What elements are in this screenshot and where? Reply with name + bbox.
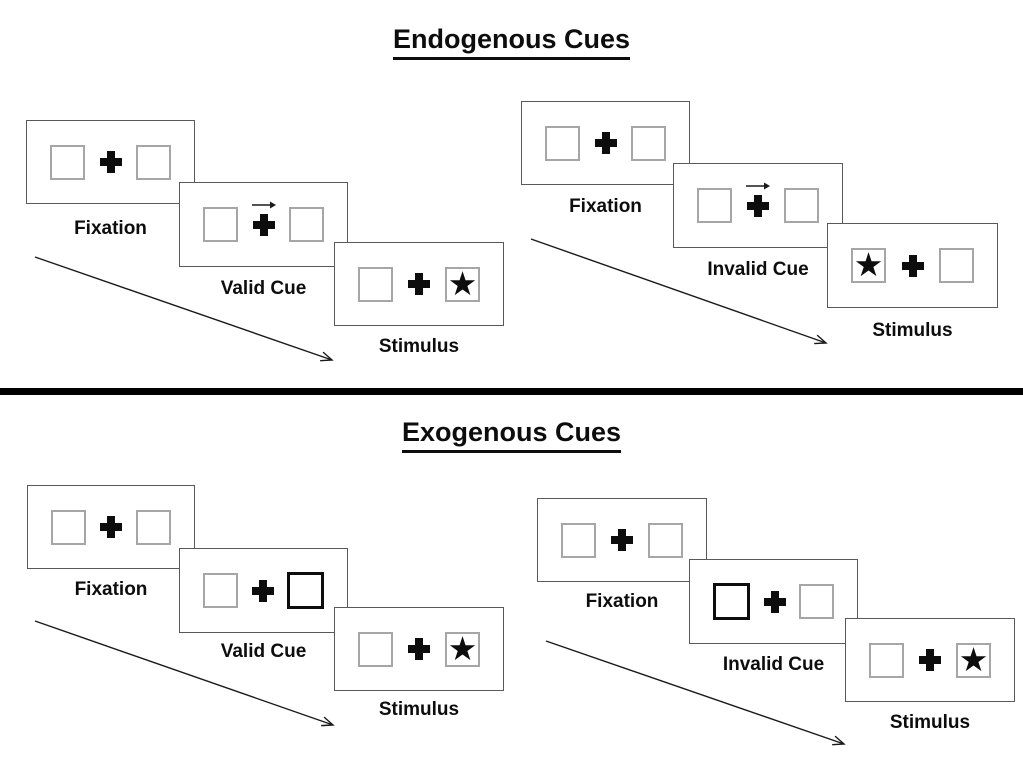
fixation-card [27, 485, 195, 569]
right-box-cued [287, 572, 324, 609]
right-arrow-cue-icon [251, 201, 276, 208]
fixation-cross-icon [746, 182, 770, 217]
left-box [697, 188, 732, 223]
right-box [799, 584, 834, 619]
step-label: Fixation [74, 579, 148, 600]
fixation-cross-icon [594, 132, 617, 154]
step-label: Invalid Cue [722, 654, 825, 675]
left-box [51, 509, 86, 545]
step-label: Valid Cue [220, 278, 307, 299]
cue-card [179, 548, 348, 633]
step-label: Stimulus [378, 336, 460, 357]
exogenous-title-text: Exogenous Cues [401, 415, 622, 453]
step-label: Fixation [74, 218, 147, 239]
left-box-cued [713, 583, 750, 620]
fixation-cross-icon [251, 579, 274, 602]
fixation-card [537, 498, 707, 582]
right-arrow-cue-icon [746, 182, 770, 189]
section-divider [0, 388, 1023, 395]
step-label: Stimulus [889, 712, 971, 733]
fixation-cross-icon [99, 151, 122, 173]
fixation-cross-icon [763, 590, 786, 613]
timeline-arrow-endogenous-invalid [530, 238, 828, 345]
star-icon: ★ [853, 246, 884, 283]
step-label: Invalid Cue [707, 259, 809, 280]
fixation-cross-icon [919, 649, 941, 671]
fixation-cross-icon [611, 529, 633, 551]
right-box-target: ★ [445, 264, 480, 302]
left-box [561, 522, 596, 558]
stimulus-card: ★ [827, 223, 998, 308]
fixation-card [26, 120, 195, 204]
endogenous-section-title: Endogenous Cues [0, 22, 1023, 60]
timeline-arrow-endogenous-valid [34, 256, 334, 362]
right-box-target: ★ [956, 640, 991, 678]
fixation-card [521, 101, 690, 185]
cue-card [673, 163, 843, 248]
step-label: Valid Cue [220, 641, 307, 662]
right-box [939, 248, 974, 283]
fixation-cross-icon [251, 201, 276, 236]
fixation-cross-icon [901, 254, 924, 277]
fixation-cross-icon [408, 273, 430, 295]
endogenous-title-text: Endogenous Cues [392, 22, 630, 60]
star-icon: ★ [447, 264, 478, 302]
left-box [545, 125, 580, 161]
step-label: Stimulus [378, 699, 460, 720]
step-label: Fixation [569, 196, 642, 217]
right-box [631, 125, 666, 161]
fixation-cross-icon [100, 516, 122, 538]
fixation-cross-icon [408, 638, 430, 660]
step-label: Stimulus [872, 320, 953, 341]
left-box [358, 266, 393, 302]
left-box [203, 207, 238, 242]
right-box [648, 522, 683, 558]
left-box [358, 631, 393, 667]
stimulus-card: ★ [334, 242, 504, 326]
timeline-arrow-exogenous-valid [34, 620, 335, 727]
step-label: Fixation [585, 591, 659, 612]
cue-card [179, 182, 348, 267]
stimulus-card: ★ [845, 618, 1015, 702]
left-box-target: ★ [851, 248, 886, 283]
right-box [289, 207, 324, 242]
exogenous-section-title: Exogenous Cues [0, 415, 1023, 453]
right-box [136, 509, 171, 545]
cue-card [689, 559, 858, 644]
star-icon: ★ [447, 629, 478, 667]
right-box [136, 144, 171, 180]
star-icon: ★ [958, 640, 989, 678]
stimulus-card: ★ [334, 607, 504, 691]
left-box [203, 573, 238, 608]
left-box [50, 144, 85, 180]
right-box [784, 188, 819, 223]
left-box [869, 642, 904, 678]
right-box-target: ★ [445, 629, 480, 667]
